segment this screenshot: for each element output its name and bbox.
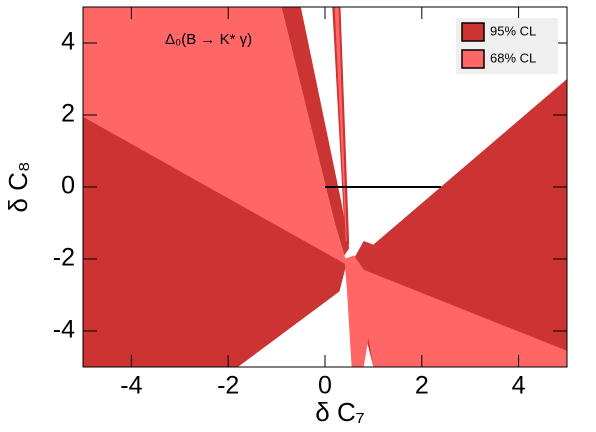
- cl-region: [83, 115, 347, 367]
- x-tick-label: 0: [318, 372, 332, 400]
- legend-swatch: [461, 49, 485, 69]
- legend-swatch: [461, 22, 485, 42]
- x-tick-label: 4: [512, 372, 526, 400]
- x-axis-label: δ C₇: [315, 397, 364, 427]
- legend-label: 95% CL: [490, 23, 536, 38]
- cl-region: [344, 255, 567, 367]
- cl-region: [281, 7, 350, 256]
- annotation: Δ₀(B → K* γ): [165, 31, 252, 48]
- plot-area: [83, 7, 567, 367]
- y-tick-label: 4: [61, 28, 75, 56]
- x-tick-label: -2: [217, 372, 239, 400]
- y-tick-label: -2: [53, 244, 75, 272]
- cl-region: [334, 7, 347, 241]
- y-tick-label: -4: [53, 316, 75, 344]
- cl-region: [83, 7, 350, 267]
- y-tick-label: 2: [61, 100, 75, 128]
- x-tick-label: 2: [415, 372, 429, 400]
- y-tick-label: 0: [61, 172, 75, 200]
- legend-label: 68% CL: [490, 50, 536, 65]
- y-axis-label: δ C₈: [3, 161, 33, 212]
- x-tick-label: -4: [120, 372, 142, 400]
